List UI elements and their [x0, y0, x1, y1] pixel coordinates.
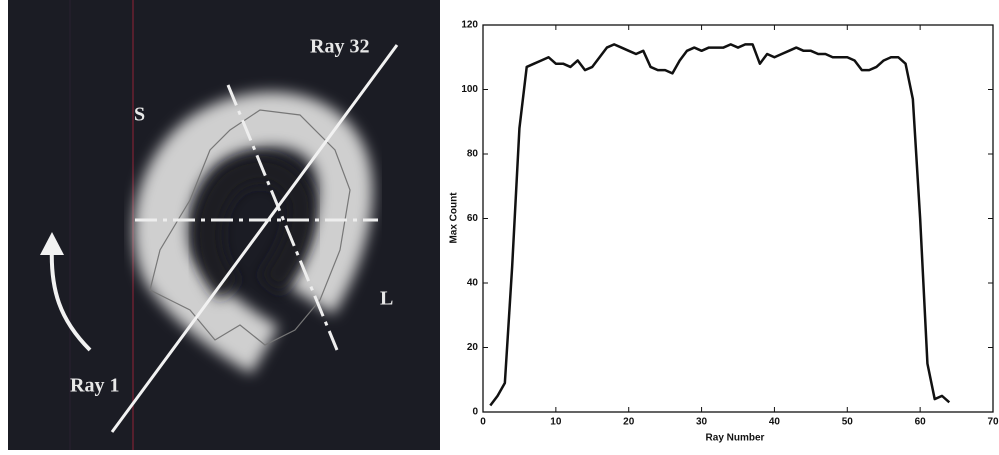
- y-tick-label: 40: [467, 278, 479, 289]
- x-tick-label: 20: [623, 417, 635, 428]
- x-tick-label: 30: [696, 417, 708, 428]
- plot-frame: [482, 24, 994, 413]
- y-tick-label: 100: [461, 84, 478, 95]
- y-tick-label: 60: [467, 213, 479, 224]
- y-tick-label: 0: [472, 407, 478, 418]
- line-chart: Ray Number Max Count 0 20 40 60 80 100 120 0 10 2…: [449, 20, 999, 444]
- x-tick-label: 0: [480, 417, 486, 428]
- y-axis-label: Max Count: [449, 192, 460, 244]
- cavity: [193, 155, 315, 300]
- y-tick-label: 20: [467, 342, 479, 353]
- x-tick-label: 10: [550, 417, 562, 428]
- x-tick-label: 50: [842, 417, 854, 428]
- x-tick-label: 60: [915, 417, 927, 428]
- ray-line: [110, 44, 399, 433]
- data-line: [489, 43, 951, 407]
- myocardium: [133, 92, 373, 374]
- long-axis-line: [226, 84, 339, 351]
- ray-1-label: Ray 1: [70, 375, 119, 397]
- rotation-arrow: [49, 244, 92, 352]
- x-tick-label: 70: [987, 417, 999, 428]
- y-tick-label: 120: [461, 20, 478, 31]
- septal-label: S: [134, 104, 145, 126]
- x-axis-label: Ray Number: [706, 433, 765, 444]
- scan-image: Ray 32 S L Ray 1: [8, 0, 440, 450]
- x-tick-label: 40: [769, 417, 781, 428]
- lateral-label: L: [380, 288, 393, 310]
- arrow-head: [40, 232, 64, 255]
- y-tick-label: 80: [467, 149, 479, 160]
- ray-32-label: Ray 32: [310, 36, 369, 58]
